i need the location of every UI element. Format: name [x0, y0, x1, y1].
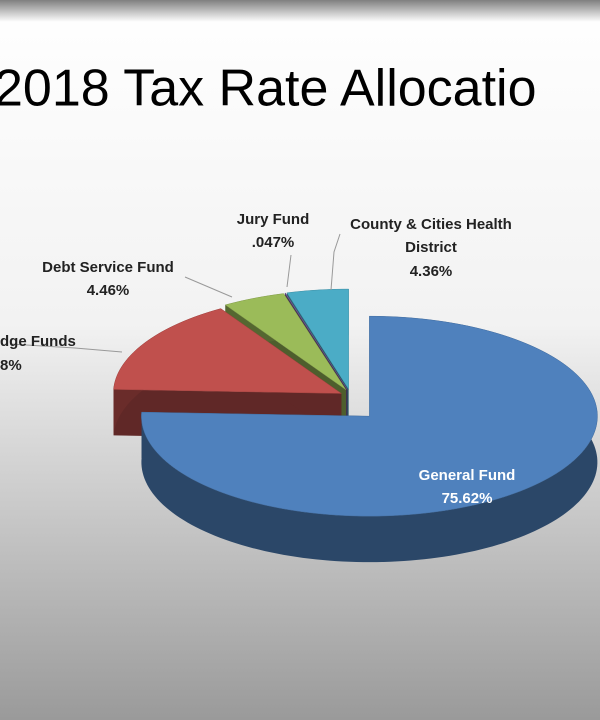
slice-label-box: County & Cities Health District [350, 216, 512, 256]
chart-title: 2018 Tax Rate Allocatio [0, 60, 537, 118]
slice-value-label: 75.62% [442, 490, 493, 507]
leader-line [184, 276, 233, 298]
slice [141, 315, 598, 517]
slice [284, 292, 348, 390]
slice [286, 288, 349, 390]
slice-value-label: .047% [252, 234, 295, 251]
labels: General Fund 75.62% dge Funds 8% Debt Se… [0, 211, 516, 507]
slice-label: dge Funds [0, 333, 76, 350]
slice-label: General Fund [419, 467, 516, 484]
slice [224, 293, 347, 390]
pie [113, 288, 598, 563]
slice-value-label: 4.36% [410, 263, 453, 280]
leader-line [9, 343, 123, 353]
slice-label: Debt Service Fund [42, 259, 174, 276]
slice [113, 308, 343, 394]
leader-line [286, 254, 292, 288]
slice-value-label: 4.46% [87, 282, 130, 299]
top-band [0, 0, 600, 22]
slice-label: County & Cities Health District [350, 216, 512, 256]
slice-value-label: 8% [0, 357, 22, 374]
slice-label: Jury Fund [237, 211, 310, 228]
leader-line [330, 233, 341, 291]
